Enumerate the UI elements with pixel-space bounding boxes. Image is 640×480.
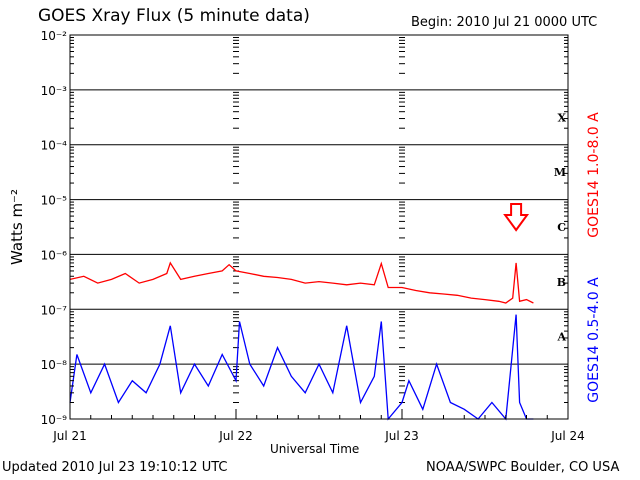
y-tick-label: 10⁻³ [41, 84, 68, 98]
y-axis-label: Watts m⁻² [8, 189, 26, 265]
series-line [69, 261, 534, 304]
begin-time: Begin: 2010 Jul 21 0000 UTC [411, 15, 598, 30]
series-legend-label: GOES14 1.0-8.0 A [586, 112, 602, 238]
y-tick-label: 10⁻² [41, 29, 68, 43]
y-tick-label: 10⁻⁶ [41, 248, 68, 262]
flare-class-label: B [557, 276, 566, 289]
plot-frame [69, 34, 569, 420]
chart-series [69, 261, 534, 421]
flare-class-label: C [557, 221, 566, 234]
credit-text: NOAA/SWPC Boulder, CO USA [426, 460, 620, 475]
chart-labels: Jul 21 Jul 22 Jul 23 Jul 24 10⁻⁹ 10⁻⁸ 10⁻⁷ 10⁻⁶… [8, 29, 602, 443]
flare-arrow-icon [503, 203, 530, 232]
chart-grid [70, 37, 568, 403]
y-tick-label: 10⁻⁸ [41, 358, 68, 372]
y-tick-label: 10⁻⁴ [41, 139, 68, 153]
chart-title: GOES Xray Flux (5 minute data) [38, 6, 310, 26]
flare-class-label: A [556, 331, 566, 344]
chart-axes [69, 34, 569, 420]
flare-class-label: M [554, 166, 566, 179]
x-tick-label: Jul 24 [550, 429, 585, 443]
y-tick-label: 10⁻⁷ [41, 303, 68, 317]
series-legend-label: GOES14 0.5-4.0 A [586, 277, 602, 403]
flare-class-label: X [557, 111, 566, 124]
x-tick-label: Jul 23 [384, 429, 419, 443]
x-axis-label: Universal Time [270, 442, 360, 456]
updated-timestamp: Updated 2010 Jul 23 19:10:12 UTC [2, 460, 228, 475]
x-tick-label: Jul 21 [52, 429, 87, 443]
y-tick-label: 10⁻⁹ [41, 413, 68, 427]
y-tick-label: 10⁻⁵ [41, 194, 68, 208]
x-tick-label: Jul 22 [218, 429, 253, 443]
series-line [69, 314, 534, 421]
